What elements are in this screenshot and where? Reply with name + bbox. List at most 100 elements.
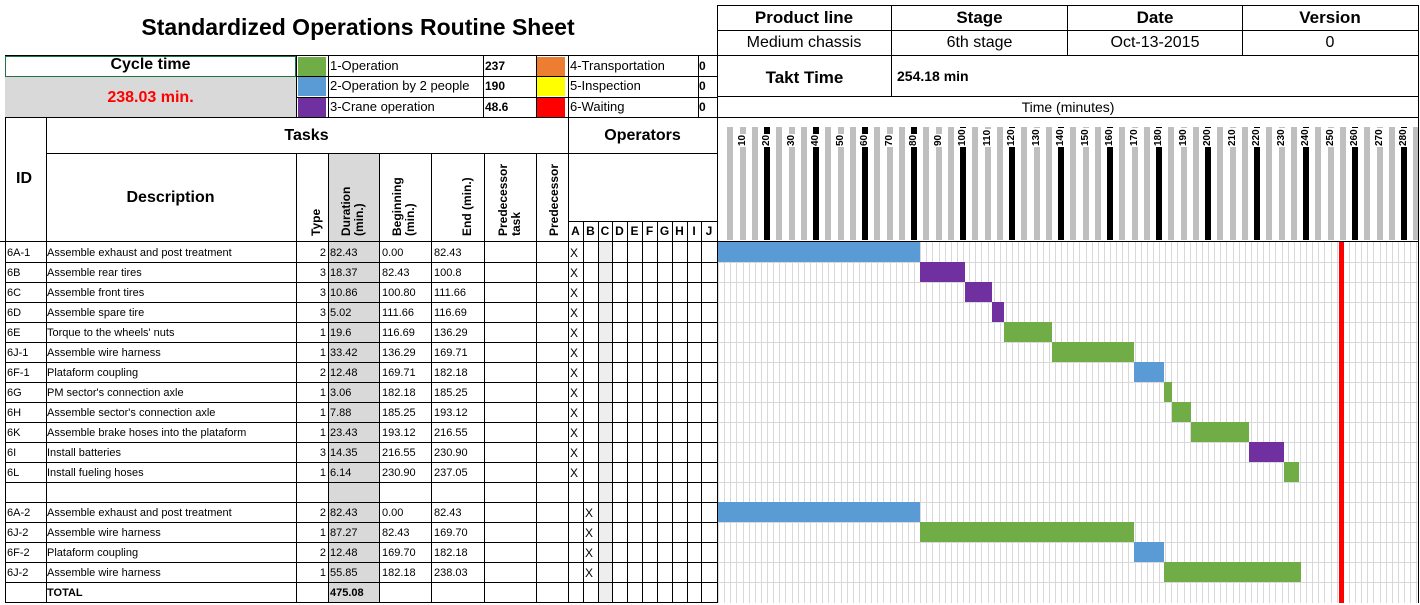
task-end: 230.90 bbox=[434, 447, 468, 459]
task-type: 2 bbox=[319, 507, 326, 519]
task-beginning: 116.69 bbox=[382, 327, 415, 339]
predecessor-header: Predecessor bbox=[547, 163, 561, 236]
legend-swatch-4 bbox=[537, 57, 565, 76]
task-id: 6C bbox=[7, 287, 22, 299]
axis-band-215 bbox=[1241, 127, 1248, 240]
task-end: 182.18 bbox=[434, 367, 468, 379]
axis-band-65 bbox=[874, 127, 881, 240]
task-description: Assemble exhaust and post treatment bbox=[47, 507, 232, 519]
task-end: 216.55 bbox=[434, 427, 468, 439]
operator-letter-a: A bbox=[571, 224, 580, 238]
tick-label-260: 260 bbox=[1349, 128, 1360, 147]
task-end: 169.71 bbox=[434, 347, 468, 359]
gantt-bar-6l bbox=[1283, 462, 1299, 482]
task-id: 6J-1 bbox=[7, 347, 29, 359]
axis-band-190 bbox=[1180, 127, 1187, 240]
axis-band-130 bbox=[1033, 127, 1040, 240]
task-beginning: 100.80 bbox=[382, 287, 416, 299]
task-beginning: 169.71 bbox=[382, 367, 416, 379]
task-type: 3 bbox=[319, 287, 326, 299]
task-id: 6K bbox=[7, 427, 21, 439]
task-id: 6H bbox=[7, 407, 22, 419]
task-description: Plataform coupling bbox=[47, 547, 139, 559]
task-end: 82.43 bbox=[434, 247, 462, 259]
v-line bbox=[627, 222, 628, 603]
cycle-time-label-cell[interactable] bbox=[5, 56, 296, 77]
task-type: 2 bbox=[319, 247, 326, 259]
v-line bbox=[642, 222, 643, 603]
tick-label-280: 280 bbox=[1398, 128, 1409, 147]
axis-band-140 bbox=[1058, 127, 1064, 240]
axis-band-245 bbox=[1315, 127, 1322, 240]
legend-swatch-3 bbox=[298, 98, 326, 117]
gantt-row-divider bbox=[718, 362, 1418, 363]
axis-band-225 bbox=[1266, 127, 1273, 240]
axis-band-45 bbox=[825, 127, 832, 240]
task-end: 116.69 bbox=[434, 307, 467, 319]
tick-label-90: 90 bbox=[932, 133, 944, 147]
task-duration: 18.37 bbox=[330, 267, 358, 279]
task-end: 136.29 bbox=[434, 327, 468, 339]
tick-label-240: 240 bbox=[1300, 128, 1311, 147]
v-line bbox=[568, 117, 569, 603]
task-duration: 19.6 bbox=[330, 327, 352, 339]
gantt-bar-6j-2 bbox=[1164, 562, 1302, 582]
task-type: 1 bbox=[319, 347, 326, 359]
takt-time-label: Takt Time bbox=[765, 68, 844, 87]
gantt-row-divider bbox=[718, 542, 1418, 543]
task-beginning: 136.29 bbox=[382, 347, 416, 359]
operator-mark: X bbox=[585, 526, 594, 540]
axis-band-90 bbox=[935, 127, 942, 240]
task-id: 6G bbox=[7, 387, 22, 399]
row-divider bbox=[5, 342, 717, 343]
task-type: 3 bbox=[319, 267, 326, 279]
task-type: 1 bbox=[319, 527, 326, 539]
axis-band-235 bbox=[1290, 127, 1297, 240]
row-divider bbox=[5, 562, 717, 563]
task-description: Install batteries bbox=[47, 447, 121, 459]
task-description: Assemble wire harness bbox=[47, 527, 161, 539]
axis-band-250 bbox=[1327, 127, 1334, 240]
axis-band-195 bbox=[1192, 127, 1199, 240]
task-description: Assemble spare tire bbox=[47, 307, 145, 319]
tick-label-270: 270 bbox=[1373, 128, 1385, 147]
legend-value-2: 190 bbox=[485, 79, 506, 93]
task-duration: 23.43 bbox=[330, 427, 358, 439]
tick-label-120: 120 bbox=[1006, 128, 1017, 147]
v-line bbox=[46, 117, 47, 603]
gantt-row-divider bbox=[718, 442, 1418, 443]
task-id: 6J-2 bbox=[7, 527, 29, 539]
task-description: Assemble front tires bbox=[47, 287, 145, 299]
h-line bbox=[5, 117, 1418, 118]
v-line bbox=[483, 55, 484, 117]
task-duration: 87.27 bbox=[330, 527, 358, 539]
axis-band-10 bbox=[739, 127, 746, 240]
v-line bbox=[536, 55, 537, 117]
v-line bbox=[687, 222, 688, 603]
axis-band-105 bbox=[972, 127, 979, 240]
axis-band-50 bbox=[837, 127, 844, 240]
axis-band-145 bbox=[1070, 127, 1077, 240]
table-bottom bbox=[5, 602, 717, 603]
axis-band-200 bbox=[1205, 127, 1211, 240]
task-end: 100.8 bbox=[434, 267, 462, 279]
axis-band-60 bbox=[862, 127, 868, 240]
row-divider bbox=[5, 322, 717, 323]
gantt-bar-6d bbox=[991, 302, 1004, 322]
task-duration: 12.48 bbox=[330, 367, 358, 379]
operator-mark: X bbox=[585, 566, 594, 580]
task-beginning: 82.43 bbox=[382, 267, 410, 279]
left-border bbox=[5, 117, 6, 603]
task-duration: 10.86 bbox=[330, 287, 358, 299]
task-type: 3 bbox=[319, 447, 326, 459]
tasks-header: Tasks bbox=[284, 127, 329, 144]
task-id: 6B bbox=[7, 267, 21, 279]
task-duration: 55.85 bbox=[330, 567, 358, 579]
tick-label-200: 200 bbox=[1202, 128, 1213, 147]
end-header: End (min.) bbox=[460, 177, 474, 236]
task-duration: 3.06 bbox=[330, 387, 352, 399]
axis-band-265 bbox=[1364, 127, 1371, 240]
axis-band-110 bbox=[984, 127, 991, 240]
v-line bbox=[612, 222, 613, 603]
axis-band-285 bbox=[1413, 127, 1420, 240]
